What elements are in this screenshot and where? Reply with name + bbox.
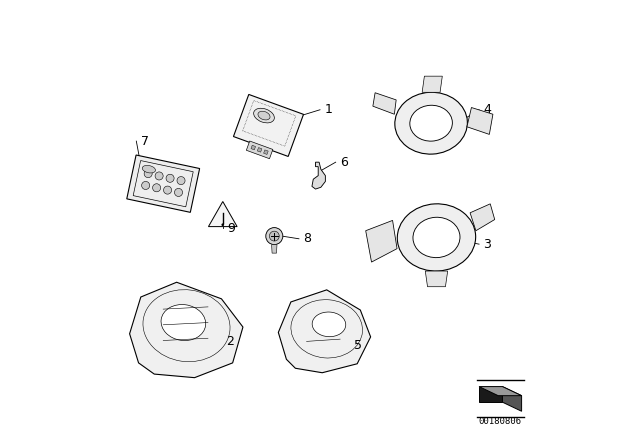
Polygon shape — [130, 282, 243, 378]
Text: 7: 7 — [141, 134, 149, 148]
Text: 6: 6 — [340, 155, 348, 169]
Polygon shape — [373, 93, 396, 114]
Text: 2: 2 — [226, 335, 234, 348]
Polygon shape — [479, 387, 522, 396]
Polygon shape — [127, 155, 200, 212]
Circle shape — [155, 172, 163, 180]
Polygon shape — [502, 387, 522, 411]
Text: 3: 3 — [484, 237, 492, 251]
Polygon shape — [234, 95, 303, 156]
Text: 00180806: 00180806 — [479, 417, 522, 426]
Polygon shape — [470, 204, 495, 231]
Ellipse shape — [312, 312, 346, 337]
Circle shape — [175, 189, 182, 197]
Circle shape — [164, 186, 172, 194]
Circle shape — [166, 174, 174, 182]
Circle shape — [177, 177, 185, 185]
Ellipse shape — [142, 165, 156, 173]
Ellipse shape — [397, 204, 476, 271]
Circle shape — [144, 170, 152, 178]
Polygon shape — [264, 150, 268, 155]
Ellipse shape — [413, 217, 460, 258]
Ellipse shape — [258, 111, 270, 120]
Polygon shape — [425, 271, 448, 287]
Text: 8: 8 — [303, 232, 312, 246]
Circle shape — [152, 184, 161, 192]
Ellipse shape — [410, 105, 452, 141]
Polygon shape — [365, 220, 397, 262]
Circle shape — [141, 181, 150, 190]
Polygon shape — [271, 245, 277, 253]
Text: 4: 4 — [484, 103, 492, 116]
Polygon shape — [479, 387, 502, 402]
Polygon shape — [467, 108, 493, 134]
Circle shape — [266, 228, 283, 245]
Polygon shape — [422, 76, 442, 92]
Text: 9: 9 — [227, 222, 235, 235]
Polygon shape — [312, 162, 325, 189]
Ellipse shape — [253, 108, 275, 123]
Text: 1: 1 — [324, 103, 332, 116]
Polygon shape — [251, 145, 255, 150]
Ellipse shape — [395, 92, 467, 154]
Polygon shape — [257, 147, 262, 152]
Polygon shape — [278, 290, 371, 373]
Polygon shape — [209, 202, 237, 227]
Circle shape — [221, 224, 224, 226]
Polygon shape — [246, 141, 273, 159]
Text: 5: 5 — [353, 339, 362, 353]
Ellipse shape — [161, 305, 205, 340]
Circle shape — [269, 231, 279, 241]
